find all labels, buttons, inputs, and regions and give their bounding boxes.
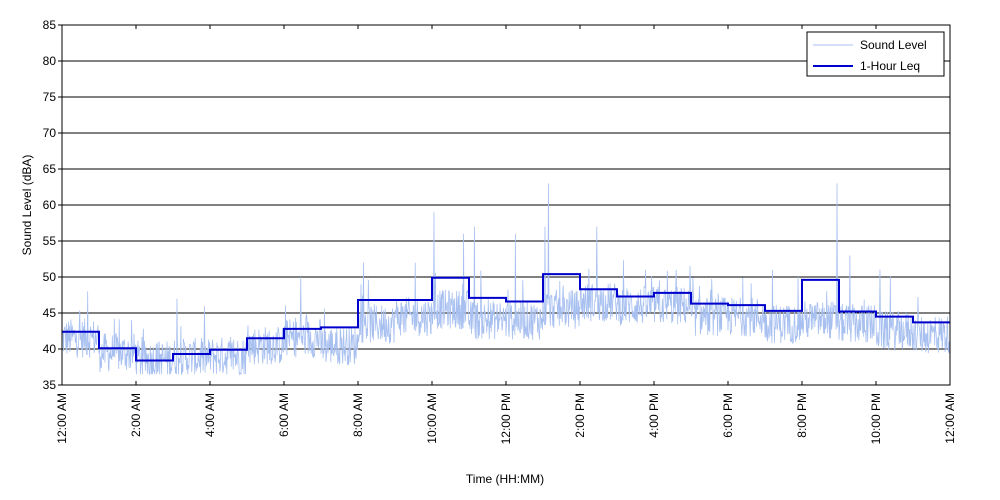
x-tick-label: 2:00 PM (573, 393, 587, 438)
y-tick-label: 40 (43, 342, 57, 356)
sound-level-line (61, 183, 951, 376)
x-tick-label: 2:00 AM (129, 393, 143, 437)
y-tick-label: 45 (43, 306, 57, 320)
leq-series (62, 273, 950, 362)
x-axis-label: Time (HH:MM) (466, 472, 544, 486)
y-tick-label: 65 (43, 162, 57, 176)
legend: Sound Level 1-Hour Leq (806, 31, 945, 77)
y-tick-label: 80 (43, 54, 57, 68)
legend-box (806, 31, 945, 77)
y-tick-label: 85 (43, 18, 57, 32)
y-axis: 35 40 45 50 55 60 65 70 75 80 85 (43, 18, 62, 392)
leq-step-line (62, 273, 950, 362)
x-tick-label: 10:00 PM (869, 393, 883, 444)
x-tick-label: 12:00 PM (499, 393, 513, 444)
y-axis-label: Sound Level (dBA) (20, 155, 34, 256)
grid-lines (62, 60, 950, 350)
y-tick-label: 50 (43, 270, 57, 284)
legend-label-leq: 1-Hour Leq (860, 59, 920, 73)
legend-label-sound-level: Sound Level (860, 38, 927, 52)
x-tick-label: 6:00 PM (721, 393, 735, 438)
x-tick-label: 6:00 AM (277, 393, 291, 437)
x-tick-label: 10:00 AM (425, 393, 439, 444)
x-tick-label: 12:00 AM (55, 393, 69, 444)
y-tick-label: 60 (43, 198, 57, 212)
y-tick-label: 35 (43, 378, 57, 392)
x-tick-label: 12:00 AM (943, 393, 957, 444)
x-tick-label: 4:00 AM (203, 393, 217, 437)
x-tick-label: 8:00 AM (351, 393, 365, 437)
y-tick-label: 70 (43, 126, 57, 140)
y-tick-label: 75 (43, 90, 57, 104)
sound-level-series (61, 183, 951, 376)
x-tick-label: 4:00 PM (647, 393, 661, 438)
x-tick-label: 8:00 PM (795, 393, 809, 438)
y-tick-label: 55 (43, 234, 57, 248)
x-axis: 12:00 AM 2:00 AM 4:00 AM 6:00 AM 8:00 AM 10:0… (55, 25, 957, 444)
